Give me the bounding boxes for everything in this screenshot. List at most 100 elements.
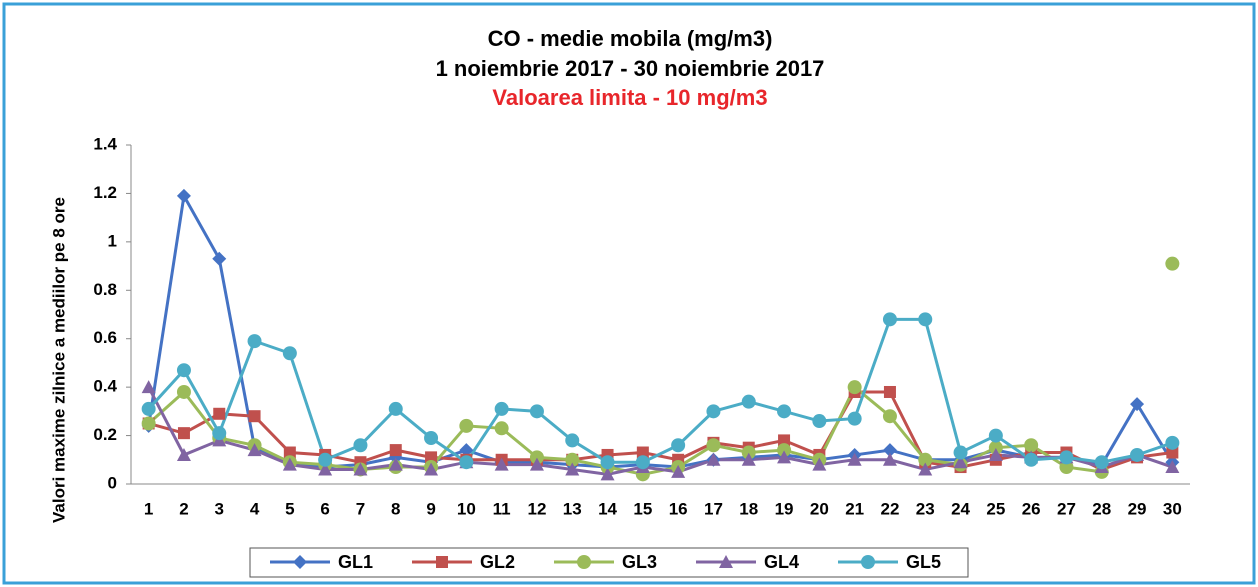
x-tick-label: 18 [739, 499, 758, 518]
data-point [565, 433, 580, 448]
data-point [247, 334, 262, 349]
data-point [1094, 455, 1109, 470]
data-point [635, 455, 650, 470]
data-point [671, 464, 686, 478]
x-tick-label: 17 [704, 499, 723, 518]
data-point [1130, 397, 1145, 412]
x-tick-label: 4 [250, 499, 260, 518]
x-tick-label: 5 [285, 499, 294, 518]
data-point [494, 421, 509, 436]
legend-marker [719, 555, 733, 568]
data-point [1024, 438, 1039, 453]
data-point [600, 467, 615, 481]
x-tick-label: 13 [563, 499, 582, 518]
series-line [147, 317, 1173, 465]
data-point [318, 462, 333, 476]
data-point [213, 407, 226, 420]
data-point [918, 462, 933, 476]
data-point [141, 401, 156, 416]
x-tick-label: 20 [810, 499, 829, 518]
data-point [494, 401, 509, 416]
data-point [882, 443, 897, 458]
data-point [741, 452, 756, 466]
y-tick-label: 1.2 [93, 183, 117, 202]
x-tick-label: 2 [179, 499, 188, 518]
legend-label: GL3 [622, 552, 657, 572]
x-tick-label: 11 [493, 499, 511, 518]
x-tick-label: 25 [986, 499, 1005, 518]
data-point [388, 401, 403, 416]
data-point [741, 394, 756, 409]
legend-marker [293, 555, 307, 569]
y-tick-label: 1 [108, 231, 117, 250]
data-point [706, 452, 721, 466]
chart-subtitle: 1 noiembrie 2017 - 30 noiembrie 2017 [436, 56, 825, 81]
x-tick-label: 24 [951, 499, 970, 518]
legend-label: GL5 [906, 552, 941, 572]
x-tick-label: 28 [1092, 499, 1111, 518]
data-point [636, 446, 649, 459]
x-tick-label: 19 [775, 499, 794, 518]
data-point [565, 462, 580, 476]
y-tick-label: 0.8 [93, 280, 117, 299]
data-point [494, 457, 509, 471]
data-point [741, 445, 756, 460]
data-point [1059, 450, 1074, 465]
data-point [212, 426, 227, 441]
data-point [353, 438, 368, 453]
data-point [671, 438, 686, 453]
data-point [1059, 460, 1074, 475]
data-point [988, 447, 1003, 461]
legend-marker [861, 555, 875, 569]
x-tick-label: 7 [356, 499, 365, 518]
data-point [282, 457, 297, 471]
data-point [812, 414, 827, 429]
data-point [247, 443, 262, 457]
data-point [883, 385, 896, 398]
data-point [353, 462, 368, 476]
data-point [882, 409, 897, 424]
data-point [988, 440, 1003, 455]
y-tick-label: 0.6 [93, 328, 117, 347]
data-point [388, 457, 403, 471]
chart-title: CO - medie mobila (mg/m3) [488, 26, 773, 51]
data-point [847, 380, 862, 395]
data-point [529, 457, 544, 471]
data-point [882, 452, 897, 466]
x-tick-label: 16 [669, 499, 688, 518]
y-tick-label: 0.2 [93, 425, 117, 444]
data-point [425, 451, 438, 464]
x-tick-label: 12 [527, 499, 546, 518]
data-point [1165, 435, 1180, 450]
data-point [282, 346, 297, 361]
legend-marker [436, 556, 448, 568]
data-point [706, 404, 721, 419]
annotation: Valoarea limita - 10 mg/m3 [492, 85, 767, 110]
data-point [248, 410, 261, 423]
y-tick-label: 1.4 [93, 134, 117, 153]
x-tick-label: 3 [215, 499, 224, 518]
data-point [212, 251, 227, 266]
x-tick-label: 21 [845, 499, 864, 518]
data-point [565, 452, 580, 467]
data-point [141, 416, 156, 431]
data-point [176, 188, 191, 203]
data-point [706, 438, 721, 453]
x-tick-label: 26 [1022, 499, 1041, 518]
data-point [882, 312, 897, 327]
data-point [176, 384, 191, 399]
x-tick-label: 6 [320, 499, 329, 518]
x-tick-label: 10 [457, 499, 476, 518]
data-point [424, 462, 439, 476]
y-tick-label: 0 [108, 473, 117, 492]
x-tick-label: 1 [144, 499, 153, 518]
data-point [812, 457, 827, 471]
legend-label: GL2 [480, 552, 515, 572]
data-point [424, 430, 439, 445]
data-point [141, 380, 156, 394]
data-point [847, 452, 862, 466]
data-point [778, 434, 791, 447]
data-point [953, 455, 968, 469]
data-point [1024, 452, 1039, 467]
